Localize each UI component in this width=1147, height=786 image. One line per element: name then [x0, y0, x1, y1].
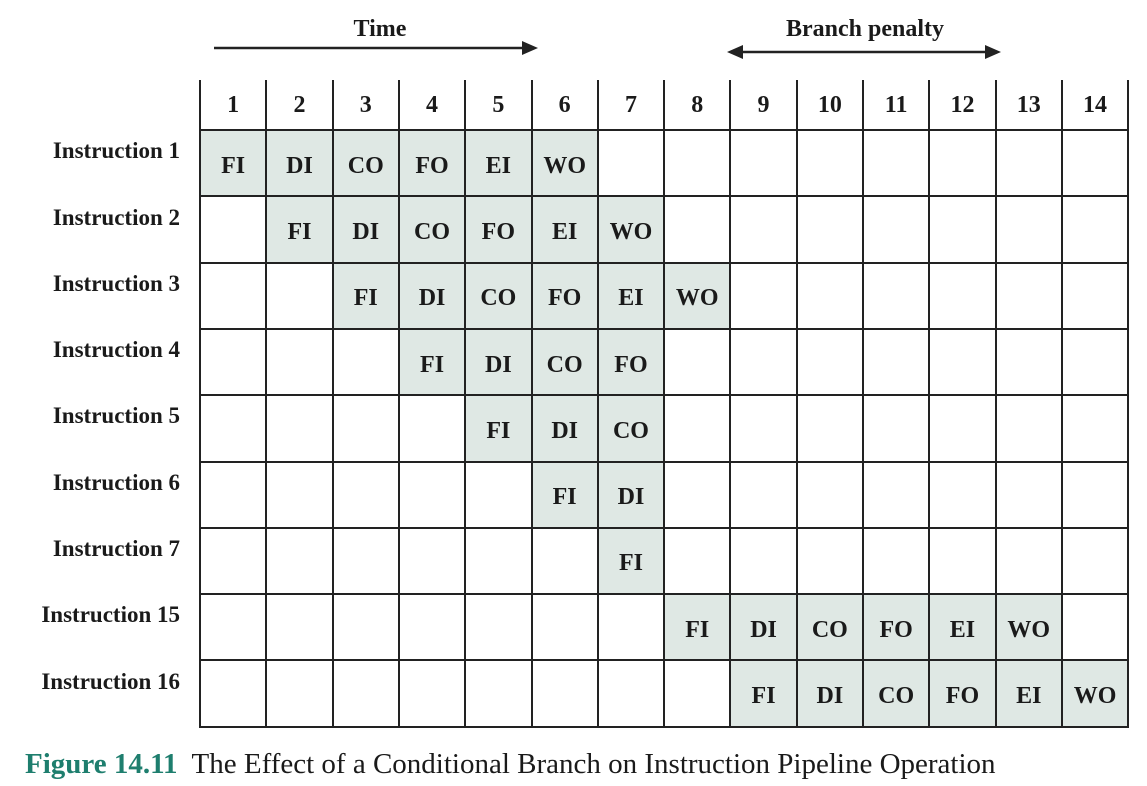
stage-cell: FO: [465, 196, 532, 263]
stage-cell: EI: [531, 196, 598, 263]
column-header: 10: [817, 91, 842, 118]
column-header: 12: [950, 91, 975, 118]
stage-cell: EI: [597, 262, 665, 329]
column-header: 9: [757, 91, 770, 118]
branch-penalty-label: Branch penalty: [785, 16, 944, 42]
stage-cell: FO: [929, 660, 996, 727]
grid-column-line: [928, 80, 931, 728]
stage-cell: WO: [1061, 660, 1129, 727]
grid-row-line: [199, 129, 1130, 131]
caption-text: The Effect of a Conditional Branch on In…: [191, 748, 996, 780]
time-label: Time: [353, 16, 407, 42]
grid-column-line: [265, 80, 268, 728]
stage-cell: CO: [796, 594, 863, 661]
branch-penalty-arrow-icon: [727, 45, 1001, 59]
stage-cell: CO: [398, 196, 466, 263]
column-header: 8: [691, 91, 704, 118]
stage-cell: EI: [995, 660, 1062, 727]
column-header: 5: [492, 91, 505, 118]
row-label: Instruction 2: [52, 204, 180, 230]
grid-column-line: [729, 80, 732, 728]
grid-row-line: [199, 659, 1130, 662]
stage-cell: FO: [398, 130, 466, 197]
stage-cell: CO: [597, 395, 665, 462]
column-header: 6: [558, 91, 571, 118]
column-header: 3: [359, 91, 372, 118]
stage-cell: WO: [995, 594, 1062, 661]
row-label: Instruction 16: [41, 668, 180, 694]
stage-cell: CO: [332, 130, 399, 197]
stage-cell: DI: [531, 395, 598, 462]
column-header: 2: [293, 91, 306, 118]
row-label: Instruction 15: [41, 602, 180, 628]
row-label: Instruction 4: [52, 337, 180, 363]
row-label: Instruction 1: [52, 138, 180, 164]
row-label: Instruction 5: [52, 403, 180, 429]
grid-column-line: [530, 80, 533, 728]
grid-row-line: [199, 460, 1130, 463]
grid-column-line: [862, 80, 864, 728]
stage-cell: DI: [730, 594, 797, 661]
stage-cell: CO: [531, 328, 598, 396]
stage-cell: FI: [398, 328, 466, 396]
row-label: Instruction 6: [52, 469, 180, 495]
stage-cell: FI: [730, 660, 797, 727]
figure-number: Figure 14.11: [25, 748, 178, 780]
column-header: 11: [884, 91, 908, 118]
stage-cell: FI: [200, 130, 267, 197]
stage-cell: FI: [465, 395, 532, 462]
row-label: Instruction 7: [52, 536, 180, 561]
stage-cell: FI: [266, 196, 333, 263]
column-header: 14: [1083, 91, 1108, 118]
stage-cell: DI: [465, 328, 532, 396]
stage-cell: WO: [597, 196, 665, 263]
time-arrow-icon: [214, 41, 538, 55]
grid-column-line: [663, 80, 666, 728]
grid-row-line: [199, 261, 1130, 264]
stage-cell: DI: [398, 262, 466, 329]
grid-row-line: [199, 526, 1130, 529]
grid-column-line: [596, 80, 599, 728]
stage-cell: FO: [597, 328, 665, 396]
stage-cell: CO: [863, 660, 930, 727]
grid-column-line: [1127, 80, 1130, 728]
grid-row-line: [199, 593, 1130, 596]
stage-cell: DI: [796, 660, 863, 727]
stage-cell: EI: [929, 594, 996, 661]
grid-row-line: [199, 195, 1130, 198]
stage-cell: WO: [664, 262, 731, 329]
stage-cell: FO: [531, 262, 598, 329]
grid-column-line: [331, 80, 334, 728]
stage-cell: DI: [332, 196, 399, 263]
stage-cell: FI: [531, 461, 598, 528]
row-label: Instruction 3: [52, 270, 180, 296]
grid-column-line: [1060, 80, 1063, 728]
column-header: 4: [426, 91, 439, 118]
grid-row-line: [199, 394, 1130, 397]
stage-cell: WO: [531, 130, 598, 197]
grid-column-line: [397, 80, 400, 728]
stage-cell: EI: [465, 130, 532, 197]
stage-cell: CO: [465, 262, 532, 329]
grid-column-line: [464, 80, 467, 728]
grid-row-line: [199, 327, 1130, 330]
stage-cell: DI: [266, 130, 333, 197]
column-header: 7: [624, 91, 637, 118]
stage-cell: FI: [597, 527, 665, 595]
column-header: 13: [1016, 91, 1041, 118]
stage-cell: FO: [863, 594, 930, 661]
column-header: 1: [227, 91, 240, 118]
grid-column-line: [994, 80, 997, 728]
stage-cell: DI: [597, 461, 665, 528]
stage-cell: FI: [332, 262, 399, 329]
grid-column-line: [795, 80, 798, 728]
figure-caption: Figure 14.11 The Effect of a Conditional …: [25, 748, 996, 781]
grid-column-line: [199, 80, 201, 728]
stage-cell: FI: [664, 594, 731, 661]
grid-row-line: [199, 725, 1130, 728]
